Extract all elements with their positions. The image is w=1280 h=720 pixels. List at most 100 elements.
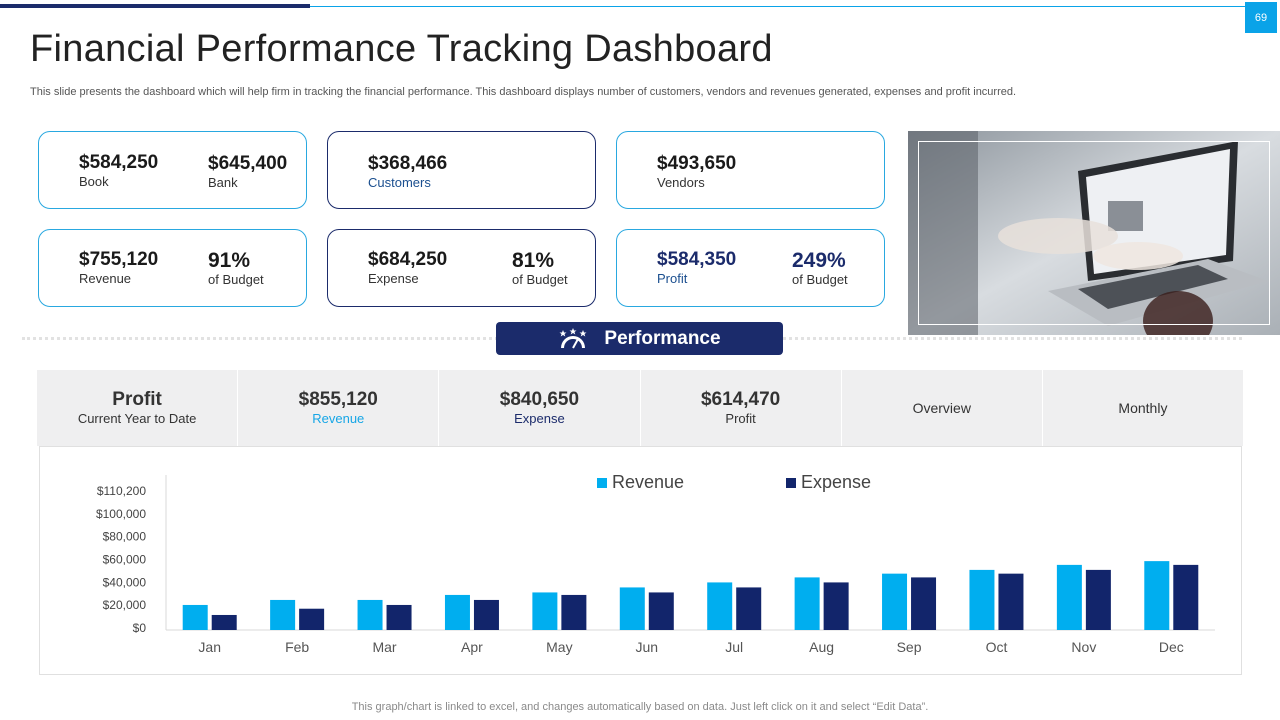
bar-expense-feb	[299, 608, 325, 630]
customers-label: Customers	[368, 175, 431, 190]
profit-budget-metric: 249% of Budget	[792, 250, 848, 288]
customers-card: $368,466 Customers	[327, 131, 596, 209]
summary-profit-ytd: Profit Current Year to Date	[37, 370, 239, 446]
bank-metric: $645,400 Bank	[208, 153, 287, 191]
y-tick-label: $80,000	[103, 530, 147, 544]
book-label: Book	[79, 174, 109, 189]
expense-card: $684,250 Expense 81% of Budget	[327, 229, 596, 307]
overview-tab[interactable]: Overview	[842, 370, 1043, 446]
overview-label: Overview	[912, 400, 971, 416]
profit-card: $584,350 Profit 249% of Budget	[616, 229, 885, 307]
vendors-metric: $493,650 Vendors	[657, 153, 736, 191]
bar-revenue-jul	[707, 582, 733, 630]
bar-revenue-dec	[1144, 561, 1170, 630]
summary-profit-value: $614,470	[700, 389, 781, 410]
bar-expense-jun	[648, 592, 674, 630]
page-number: 69	[1245, 2, 1277, 33]
chart-container: $110,200 $100,000 $80,000 $60,000 $40,000 $20…	[39, 446, 1242, 675]
footnote: This graph/chart is linked to excel, and…	[351, 701, 929, 713]
summary-revenue: $855,120 Revenue	[238, 370, 440, 446]
summary-revenue-label: Revenue	[312, 411, 365, 426]
summary-profit: $614,470 Profit	[641, 370, 842, 446]
book-bank-card: $584,250 Book $645,400 Bank	[38, 131, 307, 209]
revenue-card: $755,120 Revenue 91% of Budget	[38, 229, 307, 307]
revenue-expense-bar-chart: $110,200 $100,000 $80,000 $60,000 $40,000 $20…	[96, 472, 1215, 655]
legend-label-expense: Expense	[801, 472, 871, 492]
customers-value: $368,466	[368, 153, 448, 174]
bar-expense-jul	[736, 587, 762, 630]
legend-swatch-expense	[786, 478, 796, 488]
bar-revenue-apr	[444, 594, 470, 630]
bar-expense-jan	[211, 614, 237, 630]
summary-profit-title: Profit	[112, 389, 162, 410]
x-tick-label: Feb	[285, 639, 309, 655]
bar-expense-oct	[998, 573, 1024, 630]
vendors-label: Vendors	[657, 175, 705, 190]
bar-revenue-aug	[794, 577, 820, 630]
performance-label: Performance	[604, 327, 721, 349]
book-value: $584,250	[79, 152, 159, 173]
bar-revenue-oct	[969, 569, 995, 630]
speedometer-icon	[559, 327, 587, 348]
vendors-value: $493,650	[657, 153, 737, 174]
revenue-budget-label: of Budget	[208, 272, 264, 287]
bar-revenue-jan	[182, 604, 208, 630]
performance-banner: Performance	[496, 322, 783, 355]
legend-label-revenue: Revenue	[612, 472, 684, 492]
monthly-tab[interactable]: Monthly	[1043, 370, 1243, 446]
bar-expense-mar	[386, 604, 412, 630]
summary-expense-value: $840,650	[499, 389, 580, 410]
summary-strip: Profit Current Year to Date $855,120 Rev…	[37, 370, 1243, 446]
x-tick-label: Mar	[372, 639, 396, 655]
expense-budget-pct: 81%	[512, 249, 555, 272]
bar-revenue-mar	[357, 599, 383, 630]
book-metric: $584,250 Book	[79, 152, 158, 190]
vendors-card: $493,650 Vendors	[616, 131, 885, 209]
x-tick-label: Apr	[461, 639, 483, 655]
expense-budget-label: of Budget	[512, 272, 568, 287]
bar-revenue-feb	[270, 599, 296, 630]
bar-revenue-may	[532, 592, 558, 630]
y-tick-label: $40,000	[103, 575, 147, 589]
profit-label: Profit	[657, 271, 688, 286]
y-tick-label: $20,000	[103, 598, 147, 612]
profit-budget-label: of Budget	[792, 272, 848, 287]
page-subtitle: This slide presents the dashboard which …	[30, 86, 1017, 98]
bar-expense-nov	[1085, 569, 1111, 630]
bar-revenue-sep	[882, 573, 908, 630]
page-title: Financial Performance Tracking Dashboard	[30, 28, 773, 70]
bank-value: $645,400	[208, 153, 288, 174]
x-tick-label: Sep	[897, 639, 922, 655]
legend-swatch-revenue	[597, 478, 607, 488]
customers-metric: $368,466 Customers	[368, 153, 447, 191]
x-tick-label: Jul	[725, 639, 743, 655]
expense-metric: $684,250 Expense	[368, 249, 447, 287]
x-tick-label: Jun	[636, 639, 659, 655]
revenue-metric: $755,120 Revenue	[79, 249, 158, 287]
x-tick-label: May	[546, 639, 572, 655]
bar-expense-sep	[911, 577, 937, 630]
x-tick-label: Aug	[809, 639, 834, 655]
revenue-budget-pct: 91%	[208, 249, 251, 272]
expense-value: $684,250	[368, 249, 448, 270]
x-tick-label: Dec	[1159, 639, 1184, 655]
bar-revenue-jun	[619, 587, 645, 630]
bar-expense-dec	[1173, 564, 1199, 630]
summary-profit-label: Profit	[725, 411, 756, 426]
laptop-illustration	[908, 131, 1280, 335]
photo-frame	[918, 141, 1270, 325]
summary-expense-label: Expense	[514, 411, 565, 426]
y-tick-label: $60,000	[103, 553, 147, 567]
profit-metric: $584,350 Profit	[657, 249, 736, 287]
bar-expense-aug	[823, 582, 849, 630]
bar-expense-apr	[473, 599, 499, 630]
bar-expense-may	[561, 594, 587, 630]
revenue-budget-metric: 91% of Budget	[208, 250, 264, 288]
profit-budget-pct: 249%	[792, 249, 846, 272]
profit-value: $584,350	[657, 249, 737, 270]
top-accent-bar	[0, 4, 310, 8]
laptop-photo	[908, 131, 1280, 335]
y-tick-label: $100,000	[96, 507, 146, 521]
bar-revenue-nov	[1056, 564, 1082, 630]
y-tick-label: $0	[133, 621, 147, 635]
